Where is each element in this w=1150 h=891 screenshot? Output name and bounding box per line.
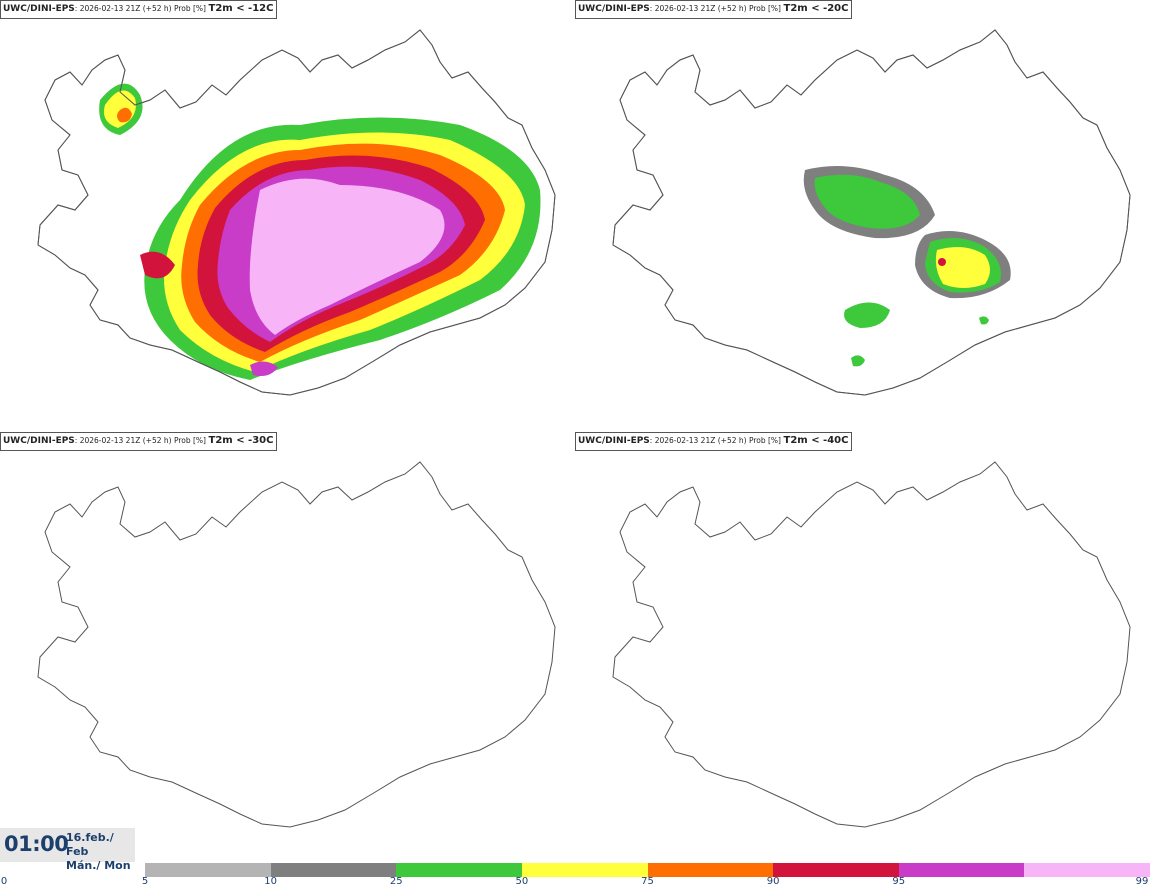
- map-t20: [612, 29, 1131, 396]
- panel-title: UWC/DINI-EPS: 2026-02-13 21Z (+52 h) Pro…: [575, 432, 853, 451]
- valid-date-line1: 16.feb./ Feb: [66, 831, 114, 858]
- colorbar-segment: [773, 863, 899, 877]
- colorbar-tick: 50: [515, 876, 529, 887]
- model-name: UWC/DINI-EPS: [578, 4, 650, 14]
- colorbar-tick: 10: [264, 876, 277, 887]
- colorbar-tick: 99: [1135, 876, 1149, 887]
- colorbar-segment: [270, 863, 397, 877]
- panel-title: UWC/DINI-EPS: 2026-02-13 21Z (+52 h) Pro…: [0, 432, 278, 451]
- threshold-label: T2m < -30C: [208, 435, 274, 446]
- colorbar-segment: [521, 863, 648, 877]
- threshold-label: T2m < -12C: [208, 3, 274, 14]
- model-name: UWC/DINI-EPS: [578, 436, 650, 446]
- colorbar-segment: [647, 863, 774, 877]
- colorbar-tick: 75: [641, 876, 654, 887]
- colorbar-tick: 0: [0, 876, 8, 887]
- threshold-label: T2m < -40C: [783, 435, 849, 446]
- colorbar-segment: [898, 863, 1025, 877]
- run-info: : 2026-02-13 21Z (+52 h) Prob [%]: [74, 436, 206, 445]
- map-t30: [37, 461, 556, 828]
- colorbar-segment: [1024, 863, 1150, 877]
- colorbar-tick: 90: [766, 876, 780, 887]
- colorbar-segment: [145, 863, 271, 877]
- valid-time-box: 01:00 16.feb./ Feb Mán./ Mon: [0, 828, 135, 872]
- valid-date-line2: Mán./ Mon: [66, 859, 131, 872]
- colorbar-tick: 95: [892, 876, 906, 887]
- colorbar-tick: 5: [141, 876, 149, 887]
- map-panel-t40: UWC/DINI-EPS: 2026-02-13 21Z (+52 h) Pro…: [575, 432, 1150, 862]
- probability-colorbar: [145, 863, 1150, 877]
- colorbar-segment: [396, 863, 522, 877]
- run-info: : 2026-02-13 21Z (+52 h) Prob [%]: [649, 4, 781, 13]
- prob-shading-t12: [99, 83, 541, 380]
- model-name: UWC/DINI-EPS: [3, 436, 75, 446]
- map-panel-t12: UWC/DINI-EPS: 2026-02-13 21Z (+52 h) Pro…: [0, 0, 575, 430]
- panel-title: UWC/DINI-EPS: 2026-02-13 21Z (+52 h) Pro…: [0, 0, 278, 19]
- prob-shading-t20: [803, 166, 1011, 367]
- map-t12: [37, 29, 556, 396]
- run-info: : 2026-02-13 21Z (+52 h) Prob [%]: [74, 4, 206, 13]
- map-panel-t30: UWC/DINI-EPS: 2026-02-13 21Z (+52 h) Pro…: [0, 432, 575, 862]
- valid-date: 16.feb./ Feb Mán./ Mon: [66, 831, 135, 873]
- colorbar-tick: 25: [389, 876, 403, 887]
- threshold-label: T2m < -20C: [783, 3, 849, 14]
- map-t40: [612, 461, 1131, 828]
- panel-title: UWC/DINI-EPS: 2026-02-13 21Z (+52 h) Pro…: [575, 0, 853, 19]
- map-panel-t20: UWC/DINI-EPS: 2026-02-13 21Z (+52 h) Pro…: [575, 0, 1150, 430]
- valid-time: 01:00: [4, 832, 69, 856]
- model-name: UWC/DINI-EPS: [3, 4, 75, 14]
- run-info: : 2026-02-13 21Z (+52 h) Prob [%]: [649, 436, 781, 445]
